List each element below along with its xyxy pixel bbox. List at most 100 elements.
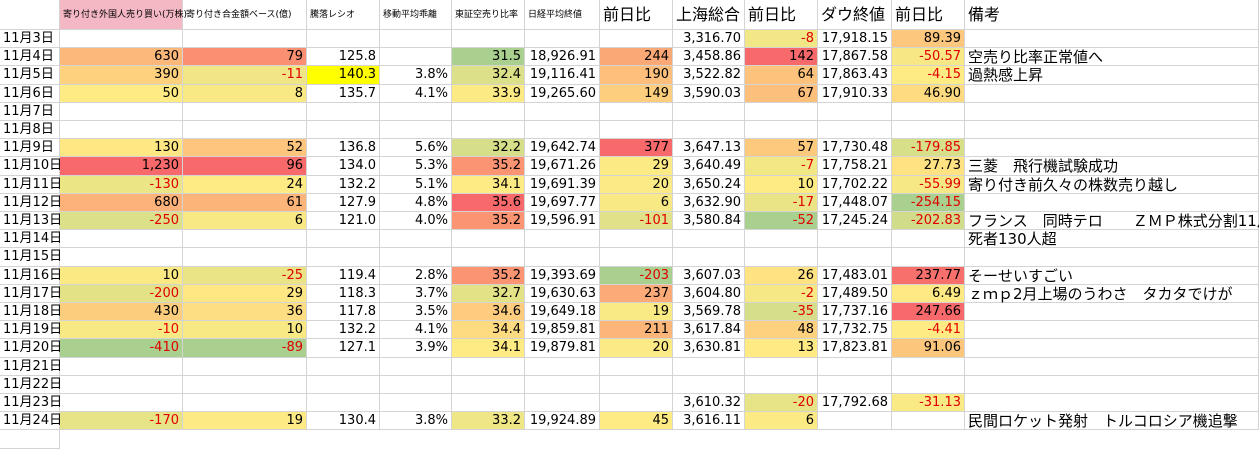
value-cell (452, 102, 525, 121)
value-cell: 17,863.43 (818, 66, 892, 85)
value-cell: 48 (745, 321, 818, 340)
value-cell (525, 30, 600, 49)
value-cell: 140.3 (307, 66, 380, 85)
value-cell: 3,316.70 (673, 30, 745, 49)
value-cell (183, 394, 307, 413)
value-cell: 34.1 (452, 175, 525, 194)
value-cell: 3,647.13 (673, 139, 745, 158)
date-cell: 11月13日 (0, 212, 62, 231)
value-cell: 10 (745, 175, 818, 194)
value-cell: 57 (745, 139, 818, 158)
value-cell: 430 (60, 303, 183, 322)
note-cell (965, 303, 1259, 322)
header-cell: 前日比 (892, 0, 965, 30)
value-cell: 29 (183, 284, 307, 303)
value-cell (525, 230, 600, 249)
date-cell: 11月17日 (0, 284, 62, 303)
note-cell (965, 30, 1259, 49)
value-cell: 237.77 (892, 266, 965, 285)
value-cell (183, 375, 307, 394)
value-cell: -55.99 (892, 175, 965, 194)
value-cell: 19 (183, 412, 307, 431)
date-cell: 11月6日 (0, 84, 60, 103)
value-cell: 117.8 (307, 303, 380, 322)
value-cell: 35.2 (452, 157, 525, 176)
value-cell: 3.8% (380, 66, 452, 85)
value-cell (525, 394, 600, 413)
value-cell: 190 (600, 66, 673, 85)
value-cell: -35 (745, 303, 818, 322)
value-cell: 3,580.84 (673, 212, 745, 231)
value-cell (452, 375, 525, 394)
value-cell (60, 230, 183, 249)
value-cell: 5.3% (380, 157, 452, 176)
value-cell: -52 (745, 212, 818, 231)
value-cell: 18,926.91 (525, 48, 600, 67)
note-cell (965, 139, 1259, 158)
value-cell: -31.13 (892, 394, 965, 413)
value-cell: 237 (600, 284, 673, 303)
value-cell: 132.2 (307, 321, 380, 340)
value-cell (380, 230, 452, 249)
value-cell: 19,697.77 (525, 193, 600, 212)
note-cell (965, 321, 1259, 340)
value-cell: 119.4 (307, 266, 380, 285)
header-cell: ダウ終値 (818, 0, 892, 30)
value-cell (673, 357, 745, 376)
note-cell (965, 102, 1259, 121)
value-cell: 19 (600, 303, 673, 322)
value-cell: 17,245.24 (818, 212, 892, 231)
value-cell: 3.8% (380, 412, 452, 431)
value-cell: 125.8 (307, 48, 380, 67)
value-cell: 19,649.18 (525, 303, 600, 322)
value-cell: 17,758.21 (818, 157, 892, 176)
value-cell: 19,642.74 (525, 139, 600, 158)
value-cell: 6.49 (892, 284, 965, 303)
value-cell: 149 (600, 84, 673, 103)
date-cell: 11月18日 (0, 303, 62, 322)
value-cell: -89 (183, 339, 307, 358)
value-cell (380, 30, 452, 49)
value-cell: 5.1% (380, 175, 452, 194)
value-cell (452, 357, 525, 376)
value-cell: 19,859.81 (525, 321, 600, 340)
value-cell (380, 357, 452, 376)
value-cell (818, 357, 892, 376)
value-cell: 67 (745, 84, 818, 103)
value-cell: -179.85 (892, 139, 965, 158)
note-cell (965, 339, 1259, 358)
value-cell: 61 (183, 193, 307, 212)
value-cell: -2 (745, 284, 818, 303)
value-cell: 45 (600, 412, 673, 431)
note-cell: フランス 同時テロ ＺＭＰ株式分割11月後 (965, 212, 1259, 231)
value-cell: 35.6 (452, 193, 525, 212)
value-cell (600, 230, 673, 249)
value-cell: -7 (745, 157, 818, 176)
date-cell: 11月9日 (0, 139, 60, 158)
value-cell: 3,458.86 (673, 48, 745, 67)
value-cell (307, 30, 380, 49)
value-cell (745, 230, 818, 249)
value-cell: 4.0% (380, 212, 452, 231)
date-cell: 11月4日 (0, 48, 60, 67)
date-cell: 11月21日 (0, 357, 62, 376)
header-cell: 騰落レシオ (307, 0, 380, 30)
value-cell: 17,823.81 (818, 339, 892, 358)
value-cell (452, 230, 525, 249)
value-cell (600, 102, 673, 121)
value-cell: -410 (60, 339, 183, 358)
note-cell: ｚｍｐ2月上場のうわさ タカタでけが (965, 284, 1259, 303)
date-cell: 11月14日 (0, 230, 62, 249)
note-cell (965, 193, 1259, 212)
note-cell: 民間ロケット発射 トルコロシア機追撃 (965, 412, 1259, 431)
value-cell: 127.9 (307, 193, 380, 212)
value-cell (60, 357, 183, 376)
value-cell (745, 102, 818, 121)
value-cell (452, 30, 525, 49)
value-cell (380, 121, 452, 140)
value-cell: 377 (600, 139, 673, 158)
value-cell (892, 375, 965, 394)
note-cell (965, 394, 1259, 413)
value-cell: 134.0 (307, 157, 380, 176)
value-cell: 34.4 (452, 321, 525, 340)
